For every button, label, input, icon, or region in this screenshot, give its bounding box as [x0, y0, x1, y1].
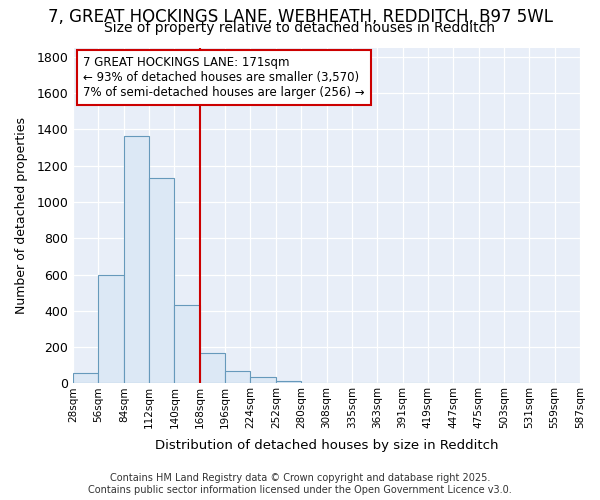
Bar: [73, 374, 98, 384]
Text: Size of property relative to detached houses in Redditch: Size of property relative to detached ho…: [104, 21, 496, 35]
Bar: [124, 136, 149, 384]
Text: 7 GREAT HOCKINGS LANE: 171sqm
← 93% of detached houses are smaller (3,570)
7% of: 7 GREAT HOCKINGS LANE: 171sqm ← 93% of d…: [83, 56, 365, 99]
Bar: [149, 178, 175, 384]
Bar: [250, 377, 276, 384]
Bar: [98, 274, 124, 384]
Bar: [200, 352, 225, 384]
Y-axis label: Number of detached properties: Number of detached properties: [15, 117, 28, 314]
Bar: [175, 306, 200, 384]
X-axis label: Distribution of detached houses by size in Redditch: Distribution of detached houses by size …: [155, 440, 498, 452]
Text: 7, GREAT HOCKINGS LANE, WEBHEATH, REDDITCH, B97 5WL: 7, GREAT HOCKINGS LANE, WEBHEATH, REDDIT…: [47, 8, 553, 26]
Text: Contains HM Land Registry data © Crown copyright and database right 2025.
Contai: Contains HM Land Registry data © Crown c…: [88, 474, 512, 495]
Bar: [225, 371, 250, 384]
Bar: [276, 381, 301, 384]
